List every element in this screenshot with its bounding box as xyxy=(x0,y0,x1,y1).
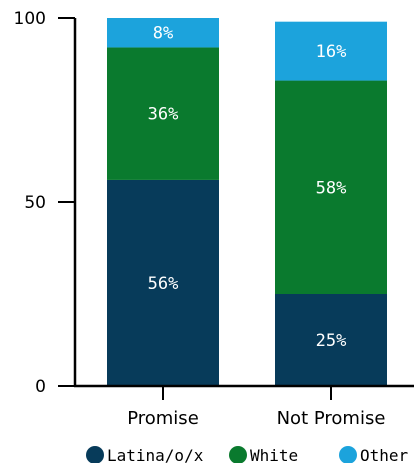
data-label-promise-latina-o-x: 56% xyxy=(148,274,179,294)
data-label-not-promise-latina-o-x: 25% xyxy=(316,331,347,351)
axes-group: 0 50 100 Promise Not Promise xyxy=(14,9,414,429)
legend-label-latina-o-x: Latina/o/x xyxy=(107,446,204,463)
legend-label-other: Other xyxy=(360,446,409,463)
bar-not-promise-white xyxy=(275,80,387,294)
x-tick-label-not-promise: Not Promise xyxy=(277,408,386,429)
bar-not-promise-latina-o-x xyxy=(275,294,387,386)
bar-promise-white xyxy=(107,47,219,180)
data-label-not-promise-white: 58% xyxy=(316,178,347,198)
y-tick-label-0: 0 xyxy=(35,377,46,397)
legend: Latina/o/x White Other xyxy=(86,446,409,463)
data-label-promise-white: 36% xyxy=(148,105,179,125)
x-tick-label-promise: Promise xyxy=(127,408,199,429)
bar-promise-other xyxy=(107,18,219,48)
segment-labels-group: 56% 36% 8% 25% 58% 16% xyxy=(148,24,347,351)
bars-group xyxy=(107,18,387,386)
data-label-not-promise-other: 16% xyxy=(316,42,347,62)
legend-swatch-latina-o-x xyxy=(86,446,104,463)
bar-not-promise-other xyxy=(275,21,387,81)
legend-label-white: White xyxy=(250,446,298,463)
y-tick-label-100: 100 xyxy=(14,9,46,29)
bar-promise-latina-o-x xyxy=(107,179,219,386)
legend-swatch-other xyxy=(339,446,357,463)
data-label-promise-other: 8% xyxy=(153,24,173,44)
legend-swatch-white xyxy=(229,446,247,463)
y-tick-label-50: 50 xyxy=(24,193,46,213)
